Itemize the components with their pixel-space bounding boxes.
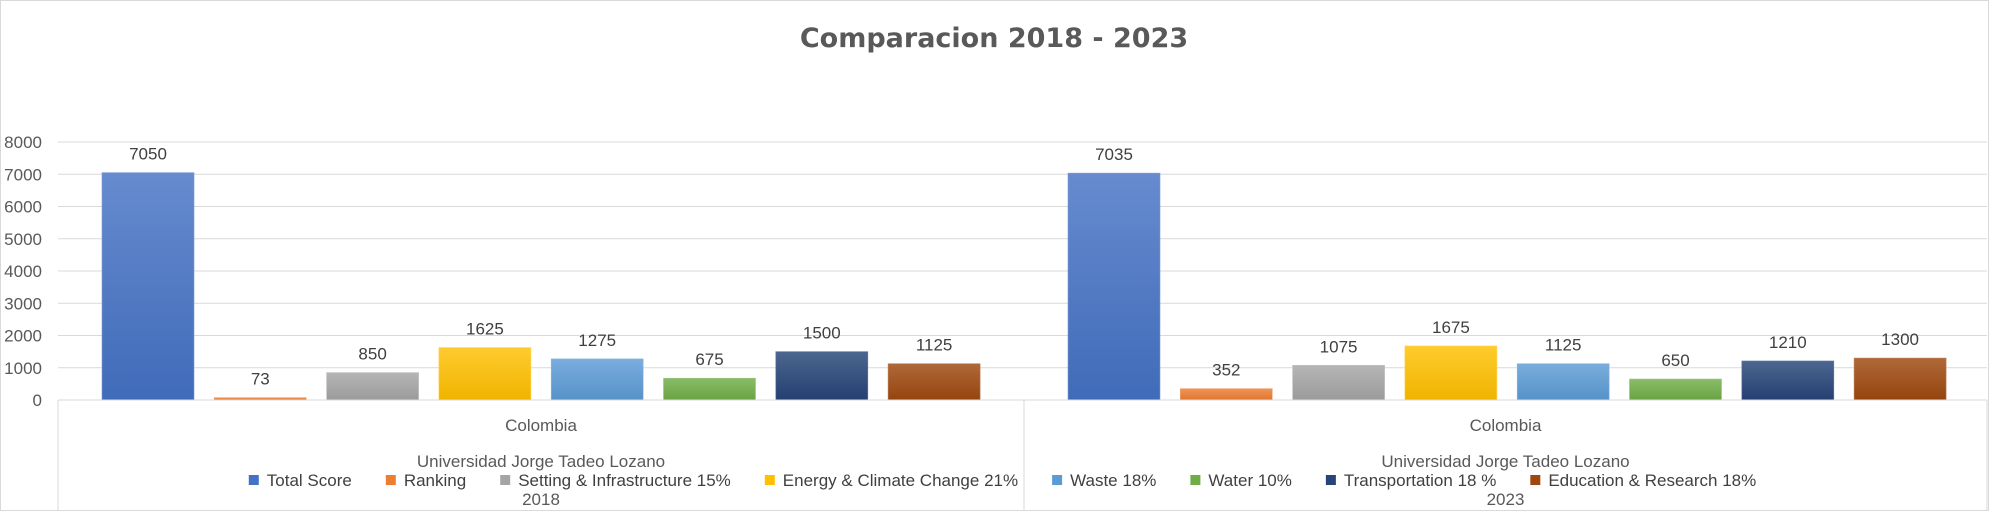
bar	[1067, 172, 1161, 401]
legend-item: Education & Research 18%	[1530, 471, 1756, 490]
country-label: Colombia	[1470, 416, 1542, 435]
data-label: 1075	[1320, 337, 1358, 356]
university-label: Universidad Jorge Tadeo Lozano	[1381, 452, 1629, 471]
data-label: 675	[695, 350, 723, 369]
y-tick-label: 8000	[4, 133, 42, 152]
legend-swatch	[1052, 475, 1063, 485]
bars	[101, 172, 1947, 401]
y-tick-label: 7000	[4, 165, 42, 184]
data-label: 1675	[1432, 318, 1470, 337]
legend-swatch	[764, 475, 775, 485]
bar	[1853, 357, 1947, 401]
bar	[1404, 345, 1498, 401]
data-label: 1625	[466, 320, 504, 339]
y-tick-label: 6000	[4, 198, 42, 217]
bar	[1741, 360, 1835, 401]
bar	[887, 363, 981, 401]
x-axis: Colombia Universidad Jorge Tadeo Lozano 20…	[57, 399, 1988, 511]
bar	[663, 377, 756, 401]
y-tick-label: 2000	[4, 327, 42, 346]
legend-label: Total Score	[267, 471, 352, 490]
bar	[1629, 378, 1722, 401]
legend-swatch	[385, 475, 396, 485]
legend-swatch	[248, 475, 259, 485]
legend-item: Ranking	[385, 471, 466, 490]
bar	[1180, 388, 1273, 401]
data-label: 650	[1661, 351, 1689, 370]
bar	[438, 347, 532, 401]
university-label: Universidad Jorge Tadeo Lozano	[417, 452, 665, 471]
legend-item: Energy & Climate Change 21%	[764, 471, 1018, 490]
legend-swatch	[1530, 475, 1541, 485]
bar	[550, 358, 644, 401]
bar	[1516, 363, 1610, 401]
legend-swatch	[500, 475, 511, 485]
data-label: 1125	[1545, 336, 1582, 355]
y-tick-label: 1000	[4, 359, 42, 378]
data-label: 7050	[129, 145, 167, 164]
legend-item: Total Score	[248, 471, 352, 490]
data-label: 1210	[1769, 333, 1807, 352]
bar	[326, 372, 419, 401]
y-tick-label: 4000	[4, 262, 42, 281]
y-tick-label: 3000	[4, 294, 42, 313]
data-label: 850	[358, 345, 386, 364]
year-label: 2018	[522, 490, 560, 509]
bar	[775, 351, 869, 401]
legend-label: Setting & Infrastructure 15%	[518, 471, 731, 490]
legend-item: Waste 18%	[1052, 471, 1156, 490]
legend-swatch	[1325, 475, 1336, 485]
legend-label: Ranking	[404, 471, 466, 490]
data-label: 1300	[1881, 330, 1919, 349]
year-label: 2023	[1487, 490, 1525, 509]
legend-swatch	[1190, 475, 1201, 485]
legend-label: Education & Research 18%	[1548, 471, 1756, 490]
bar	[101, 172, 195, 401]
data-label: 1500	[803, 324, 841, 343]
legend-label: Waste 18%	[1070, 471, 1156, 490]
y-axis: 0 1000 2000 3000 4000 5000 6000 7000 8000	[4, 133, 42, 410]
chart-title: Comparacion 2018 - 2023	[800, 23, 1188, 54]
legend-label: Water 10%	[1208, 471, 1291, 490]
data-label: 1125	[916, 336, 953, 355]
data-label: 7035	[1095, 145, 1133, 164]
legend-label: Energy & Climate Change 21%	[783, 471, 1018, 490]
country-label: Colombia	[505, 416, 577, 435]
legend-label: Transportation 18 %	[1344, 471, 1496, 490]
y-tick-label: 0	[33, 391, 42, 410]
data-label: 73	[251, 370, 270, 389]
legend-item: Setting & Infrastructure 15%	[500, 471, 731, 490]
data-label: 1275	[578, 331, 616, 350]
legend-item: Water 10%	[1190, 471, 1292, 490]
gridlines	[58, 141, 1987, 401]
y-tick-label: 5000	[4, 230, 42, 249]
legend: Total Score Ranking Setting & Infrastructu…	[248, 471, 1756, 490]
legend-item: Transportation 18 %	[1325, 471, 1496, 490]
bar	[1292, 365, 1385, 401]
data-labels: 7050 73 850 1625 1275 675 1500 1125 7035 352 1075 1…	[129, 145, 1919, 389]
data-label: 352	[1212, 361, 1240, 380]
